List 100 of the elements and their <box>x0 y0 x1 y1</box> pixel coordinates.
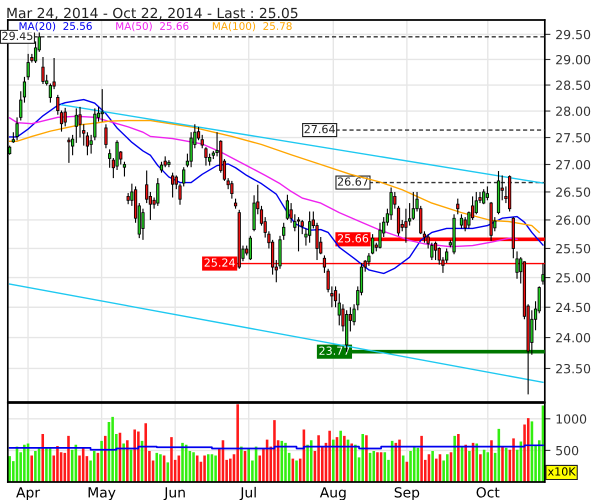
candlestick <box>230 180 234 200</box>
bar <box>372 451 376 482</box>
bar <box>501 446 504 482</box>
bar <box>133 430 136 482</box>
candlestick <box>41 56 45 85</box>
bar <box>361 434 364 482</box>
bar <box>8 456 11 482</box>
bar <box>438 454 442 482</box>
bar <box>472 442 474 482</box>
candlestick <box>286 194 290 220</box>
candlestick <box>74 108 78 144</box>
bar <box>295 460 298 482</box>
bar <box>166 462 170 482</box>
bar <box>346 440 350 482</box>
bar <box>273 420 276 482</box>
bar <box>409 451 412 482</box>
bar <box>332 440 335 482</box>
candlestick <box>460 214 464 229</box>
bar <box>412 446 416 482</box>
bar <box>542 406 544 482</box>
bar <box>155 452 158 482</box>
y-tick-label: 24.00 <box>556 333 590 342</box>
candlestick <box>308 210 312 244</box>
ref-line-label: 26.67 <box>338 177 368 186</box>
bar <box>48 448 52 482</box>
bar <box>214 455 217 482</box>
bar <box>126 440 129 482</box>
y-tick-label: 24.50 <box>556 302 590 312</box>
x-tick-label: Oct <box>476 487 500 498</box>
bar <box>181 442 184 482</box>
candlestick <box>100 88 104 122</box>
bar <box>350 443 353 482</box>
bar <box>96 452 100 482</box>
x-tick-label: Jul <box>240 486 256 500</box>
candlestick <box>515 250 519 280</box>
ref-line-label: 23.77 <box>319 346 350 355</box>
y-tick-label: 500 <box>556 446 578 456</box>
y-tick-label: 29.00 <box>556 54 590 64</box>
bar <box>203 455 206 482</box>
bar <box>144 423 148 482</box>
candlestick <box>104 124 108 149</box>
y-tick-label: 28.50 <box>556 80 590 90</box>
y-tick-label: 29.50 <box>556 30 590 40</box>
bar <box>394 442 398 482</box>
bar <box>196 455 199 482</box>
bar <box>486 452 490 482</box>
candlestick <box>190 132 193 168</box>
bar <box>222 440 224 482</box>
bar <box>280 440 284 482</box>
bar <box>104 436 107 482</box>
y-tick-label: 28.00 <box>556 106 590 116</box>
bar <box>118 432 122 482</box>
bar <box>428 454 430 482</box>
bar <box>317 435 320 482</box>
bar <box>343 436 346 482</box>
bar <box>184 444 188 482</box>
bar <box>137 431 140 482</box>
y-tick-label: 25.50 <box>556 244 590 254</box>
bar <box>526 418 530 482</box>
bar <box>530 421 534 482</box>
bar <box>162 455 166 482</box>
bar <box>130 450 132 482</box>
ref-line-label: 29.45 <box>2 32 32 40</box>
candlestick <box>434 241 438 261</box>
bar <box>420 436 423 482</box>
candlestick <box>290 202 293 224</box>
bar <box>376 452 379 482</box>
bar <box>406 462 408 482</box>
bar <box>398 440 401 482</box>
line-series <box>8 98 544 274</box>
bar <box>520 442 522 482</box>
bar <box>446 454 449 482</box>
x-tick-label: Jun <box>164 487 185 500</box>
bar <box>468 451 471 482</box>
bar <box>140 440 144 482</box>
bar <box>56 446 59 482</box>
bar <box>38 448 40 482</box>
text: x10K <box>548 467 576 476</box>
bar <box>159 454 162 482</box>
bar <box>266 440 268 482</box>
bar <box>512 438 515 482</box>
y-tick-label: 23.50 <box>556 364 590 374</box>
bar <box>111 416 114 482</box>
bar <box>284 442 287 482</box>
bar <box>178 455 180 482</box>
bar <box>479 454 482 482</box>
bar <box>100 440 103 482</box>
bar <box>450 452 452 482</box>
y-tick-label: 26.00 <box>556 215 590 225</box>
bar <box>368 452 372 482</box>
bar <box>475 443 478 482</box>
bar <box>292 458 294 482</box>
bar <box>41 434 44 482</box>
text: MA(100) 25.78 <box>212 22 292 32</box>
candlestick <box>204 146 208 166</box>
candlestick <box>482 188 486 205</box>
bar <box>26 443 30 482</box>
candlestick <box>26 53 30 80</box>
candlestick <box>126 192 130 205</box>
bar <box>23 444 26 482</box>
